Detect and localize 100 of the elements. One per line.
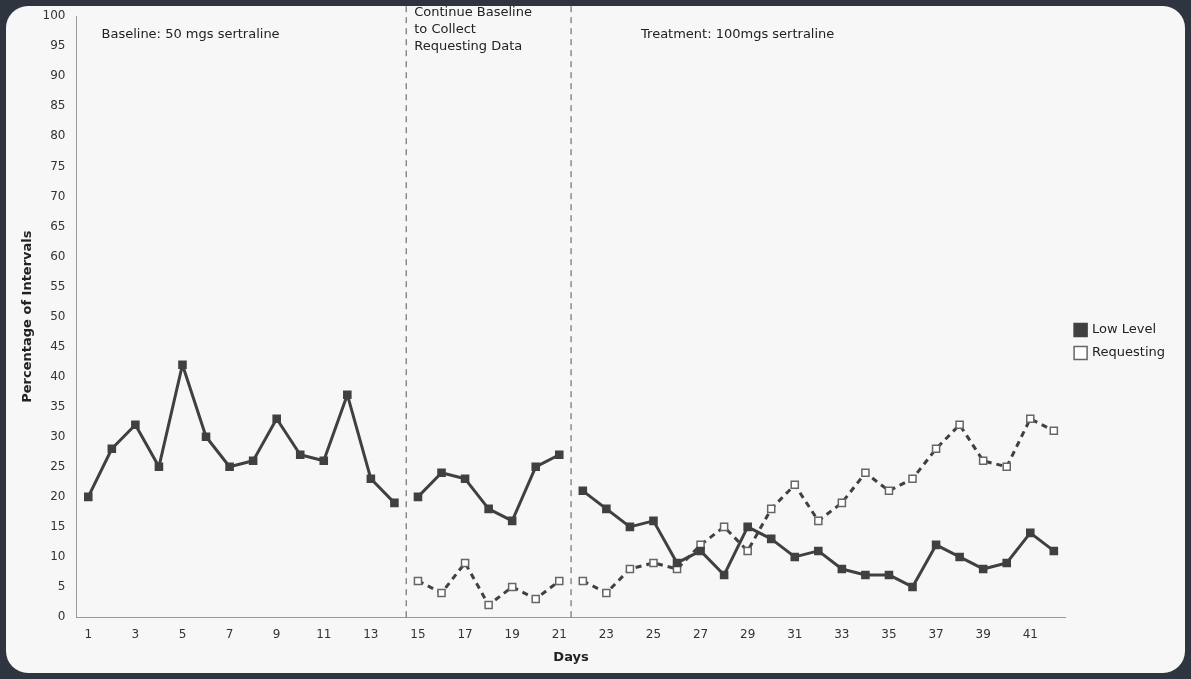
point — [625, 522, 635, 532]
point — [131, 420, 140, 430]
y-tick-label: 65 — [50, 218, 66, 233]
y-tick-label: 5 — [57, 579, 66, 594]
y-tick-label: 75 — [50, 158, 66, 173]
point — [107, 444, 117, 454]
x-tick-label: 41 — [1022, 627, 1038, 642]
point — [1025, 528, 1035, 538]
annotation: Continue Baseline to Collect Requesting Data — [414, 4, 532, 54]
point — [649, 516, 658, 526]
y-tick-label: 10 — [50, 549, 66, 564]
y-tick-label: 100 — [42, 8, 66, 23]
y-tick-label: 40 — [50, 368, 66, 383]
point — [154, 462, 164, 472]
x-tick-label: 17 — [457, 627, 473, 642]
point — [649, 558, 658, 568]
point — [390, 498, 399, 508]
x-tick-label: 3 — [131, 627, 140, 642]
x-tick-label: 27 — [692, 627, 709, 642]
point — [837, 498, 847, 508]
y-tick-label: 30 — [50, 428, 66, 443]
point — [625, 564, 635, 574]
point — [554, 450, 564, 460]
x-tick-label: 35 — [881, 627, 897, 642]
point — [578, 486, 588, 496]
point — [978, 456, 988, 466]
annotation: Baseline: 50 mgs sertraline — [101, 26, 280, 42]
legend-label: Low Level — [1092, 321, 1157, 337]
y-tick-label: 35 — [50, 398, 66, 413]
x-axis-title: Days — [553, 648, 589, 664]
point — [272, 414, 281, 424]
point — [884, 570, 894, 580]
point — [295, 450, 305, 460]
point — [484, 600, 493, 610]
point — [908, 582, 917, 592]
point — [1002, 558, 1011, 568]
y-tick-label: 95 — [50, 38, 66, 53]
x-tick-label: 37 — [928, 627, 944, 642]
y-tick-label: 50 — [50, 308, 66, 323]
x-tick-label: 7 — [225, 627, 234, 642]
y-tick-label: 0 — [57, 609, 66, 624]
point — [507, 516, 517, 526]
point — [672, 558, 682, 568]
point — [460, 558, 470, 568]
point — [578, 576, 588, 586]
point — [790, 480, 800, 490]
x-tick-label: 31 — [787, 627, 803, 642]
y-tick-label: 15 — [50, 519, 66, 534]
point — [931, 444, 941, 454]
point — [460, 474, 470, 484]
point — [743, 546, 752, 556]
point — [814, 546, 823, 556]
point — [413, 576, 423, 586]
x-tick-label: 29 — [740, 627, 756, 642]
point — [178, 360, 187, 369]
point — [319, 456, 329, 466]
point — [978, 564, 988, 574]
point — [955, 552, 964, 562]
y-axis-title: Percentage of Intervals — [19, 230, 35, 403]
x-tick-label: 25 — [645, 627, 662, 642]
point — [602, 588, 611, 598]
x-tick-label: 9 — [272, 627, 281, 642]
point — [837, 564, 847, 574]
x-tick-label: 33 — [834, 627, 850, 642]
point — [225, 462, 234, 472]
y-tick-label: 45 — [50, 338, 66, 353]
point — [908, 474, 917, 484]
point — [531, 462, 541, 472]
point — [531, 594, 541, 604]
y-tick-label: 85 — [50, 98, 66, 113]
point — [343, 390, 352, 399]
point — [602, 504, 611, 514]
point — [719, 522, 729, 532]
point — [696, 546, 705, 556]
point — [554, 576, 564, 586]
y-tick-label: 90 — [50, 68, 66, 83]
x-tick-label: 5 — [178, 627, 187, 642]
point — [1049, 546, 1059, 556]
point — [366, 474, 376, 484]
point — [931, 540, 941, 550]
y-tick-label: 60 — [50, 248, 66, 263]
x-tick-label: 13 — [363, 627, 379, 642]
x-tick-label: 19 — [504, 627, 520, 642]
annotation: Treatment: 100mgs sertraline — [640, 26, 835, 42]
y-tick-label: 55 — [50, 278, 66, 293]
point — [790, 552, 800, 562]
point — [83, 492, 93, 502]
point — [507, 582, 517, 592]
x-tick-label: 15 — [410, 627, 426, 642]
point — [248, 456, 258, 466]
point — [766, 534, 776, 544]
point — [484, 504, 493, 514]
point — [955, 420, 964, 430]
y-tick-label: 70 — [50, 188, 66, 203]
y-tick-label: 20 — [50, 488, 66, 503]
point — [861, 468, 870, 478]
y-tick-label: 80 — [50, 128, 66, 143]
point — [437, 468, 446, 478]
point — [1049, 426, 1059, 436]
x-tick-label: 1 — [84, 627, 93, 642]
